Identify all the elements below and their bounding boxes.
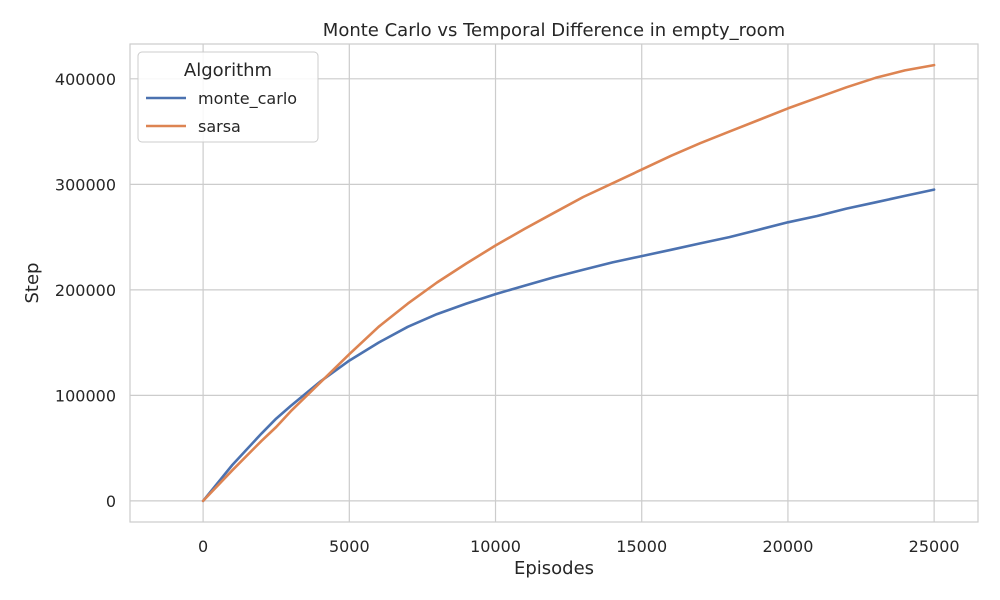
plot-frame [129,43,979,523]
y-tick-label: 100000 [55,386,116,405]
ticks: 0 5000 10000 15000 20000 25000 0 100000 200000 30… [55,70,960,556]
x-tick-label: 25000 [909,537,960,556]
y-axis-label: Step [22,263,43,304]
chart-title: Monte Carlo vs Temporal Difference in em… [323,20,785,41]
x-tick-label: 5000 [329,537,370,556]
y-tick-label: 0 [106,492,116,511]
x-axis-label: Episodes [514,558,594,579]
y-tick-label: 200000 [55,281,116,300]
x-tick-label: 15000 [616,537,667,556]
x-tick-label: 0 [198,537,208,556]
legend: Algorithm monte_carlo sarsa [137,51,319,143]
legend-title: Algorithm [184,60,272,81]
y-tick-label: 300000 [55,175,116,194]
legend-box [137,51,319,143]
legend-label-sarsa: sarsa [198,117,241,136]
series-line-monte-carlo [201,188,936,503]
x-tick-label: 10000 [470,537,521,556]
y-tick-label: 400000 [55,70,116,89]
series-layer [201,63,936,503]
grid [130,44,978,522]
series-line-sarsa [201,63,936,503]
legend-label-monte-carlo: monte_carlo [198,89,297,109]
x-tick-label: 20000 [762,537,813,556]
